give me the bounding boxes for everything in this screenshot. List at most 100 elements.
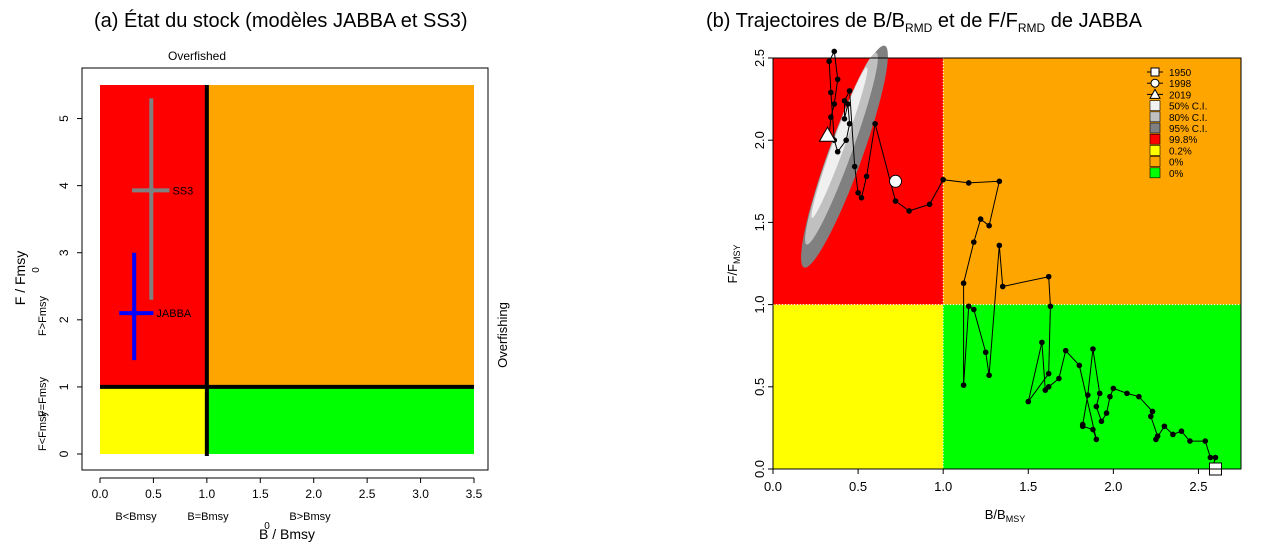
legend-label: 0%: [1169, 169, 1184, 180]
y-tick-label-b: 2.0: [752, 131, 767, 149]
x-tick-label-a: 0.5: [145, 487, 162, 501]
trajectory-point: [996, 242, 1003, 249]
trajectory-point: [851, 163, 858, 170]
trajectory-point: [1093, 403, 1100, 410]
trajectory-point: [1090, 346, 1096, 352]
legend-item: 0.2%: [1149, 145, 1192, 157]
panel-b-title: (b) Trajectoires de B/BRMD et de F/FRMD …: [706, 10, 1142, 35]
panel-b-title-sub2: RMD: [1017, 21, 1046, 35]
trajectory-point: [1045, 370, 1052, 377]
y-tick-label-a: 3: [57, 249, 71, 256]
trajectory-point: [831, 48, 838, 55]
legend-swatch: [1149, 111, 1161, 123]
trajectory-point: [1085, 392, 1091, 398]
trajectory-point: [1107, 393, 1113, 400]
trajectory-point: [1187, 438, 1193, 444]
ci-50-region: [811, 67, 868, 218]
legend-label: 95% C.I.: [1169, 124, 1207, 135]
trajectory-point: [858, 194, 865, 201]
point-label: JABBA: [156, 308, 192, 320]
legend-item: 80% C.I.: [1149, 111, 1207, 124]
x-tick-label-a: 0.0: [92, 487, 109, 501]
legend-item: 95% C.I.: [1149, 122, 1207, 135]
y-tick-label-b: 0.5: [752, 378, 767, 396]
y-tick-label-a: 1: [57, 383, 71, 390]
trajectory-point: [1207, 454, 1214, 461]
trajectory-point: [960, 382, 967, 388]
legend-square-icon: [1150, 67, 1160, 77]
legend-swatch: [1149, 145, 1161, 156]
marker-1998: [889, 174, 903, 188]
y-tick-label-a: 5: [57, 115, 71, 122]
legend-swatch: [1149, 133, 1161, 145]
legend-label: 80% C.I.: [1169, 113, 1207, 124]
x-tick-label-b: 1.0: [934, 479, 952, 494]
quadrant-a-1: [206, 85, 474, 387]
trajectory-point: [971, 306, 977, 313]
trajectory-point: [1079, 423, 1086, 430]
legend-item: 50% C.I.: [1149, 100, 1207, 113]
trajectory-point: [845, 101, 851, 107]
x-tick-label-b: 1.5: [1019, 479, 1037, 494]
legend-swatch: [1149, 100, 1161, 111]
trajectory-point: [926, 201, 933, 208]
panel-a-title: (a) État du stock (modèles JABBA et SS3): [94, 10, 468, 32]
y-tick-label-b: 1.5: [752, 213, 767, 231]
y-zone-label: F>Fmsy: [37, 295, 49, 336]
x-axis-title-b: B/BMSY: [985, 507, 1025, 524]
quadrant-a-3: [206, 386, 474, 454]
y-tick-label-b: 0.0: [752, 460, 767, 478]
trajectory-point: [965, 303, 972, 310]
trajectory-point: [1098, 418, 1105, 425]
legend-swatch: [1149, 156, 1161, 167]
estimate-ss3: SS3: [132, 98, 193, 300]
trajectory-point: [1178, 428, 1185, 434]
trajectory-point: [828, 89, 834, 96]
legend-triangle-icon: [1149, 88, 1161, 99]
trajectory-point: [892, 198, 899, 204]
overfished-label: Overfished: [168, 49, 226, 63]
x-tick-label-a: 3.0: [412, 487, 429, 501]
x-zone-label: B>Bmsy: [289, 511, 331, 523]
trajectory-point: [834, 148, 841, 155]
trajectory-point: [1110, 385, 1117, 392]
trajectory-point: [1136, 393, 1142, 400]
trajectory-point: [1148, 413, 1154, 420]
trajectory-point: [1076, 362, 1083, 369]
x-tick-label-b: 0.0: [764, 479, 782, 494]
trajectory-point: [846, 120, 853, 127]
trajectory-point: [1096, 390, 1103, 397]
point-marker: [147, 186, 155, 194]
legend-label: 0.2%: [1169, 146, 1192, 157]
y-tick-label-b: 2.5: [752, 49, 767, 67]
panel-b-title-sub1: RMD: [904, 21, 933, 35]
y-zone-label: F<Fmsy: [37, 410, 49, 451]
x-tick-label-a: 1.5: [252, 487, 269, 501]
legend-item: 1950: [1147, 67, 1192, 79]
legend-label: 1998: [1169, 79, 1192, 90]
trajectory-point: [1062, 347, 1069, 354]
y-tick-label-a: 0: [57, 450, 71, 457]
trajectory-point: [1042, 387, 1049, 393]
x-stray-zero: 0: [264, 521, 270, 532]
legend-label: 50% C.I.: [1169, 102, 1207, 113]
legend-item: 2019: [1147, 88, 1192, 101]
trajectory-point: [834, 76, 841, 83]
trajectory-point: [1149, 408, 1156, 415]
trajectory-point: [843, 137, 849, 143]
trajectory-point: [965, 180, 972, 186]
trajectory-point: [999, 283, 1006, 290]
y-zone-label: F=Fmsy: [37, 376, 49, 417]
x-zone-label: B<Bmsy: [115, 511, 157, 523]
trajectory-point: [996, 178, 1003, 185]
trajectory-point: [1039, 339, 1045, 346]
kobe-plot-a: 0.0 0.5 1.0 1.5 2.0 2.5 3.0 3.5 0 1 2 3 4 5 B / Bmsy F …: [12, 49, 510, 542]
x-tick-label-b: 2.5: [1189, 479, 1207, 494]
trajectory-point: [986, 372, 992, 379]
legend-item: 99.8%: [1149, 133, 1197, 146]
trajectory-point: [1047, 303, 1054, 310]
estimate-jabba: JABBA: [119, 252, 192, 361]
trajectory-point: [1103, 410, 1110, 416]
trajectory-point: [1202, 438, 1209, 444]
x-tick-label-b: 2.0: [1104, 479, 1122, 494]
